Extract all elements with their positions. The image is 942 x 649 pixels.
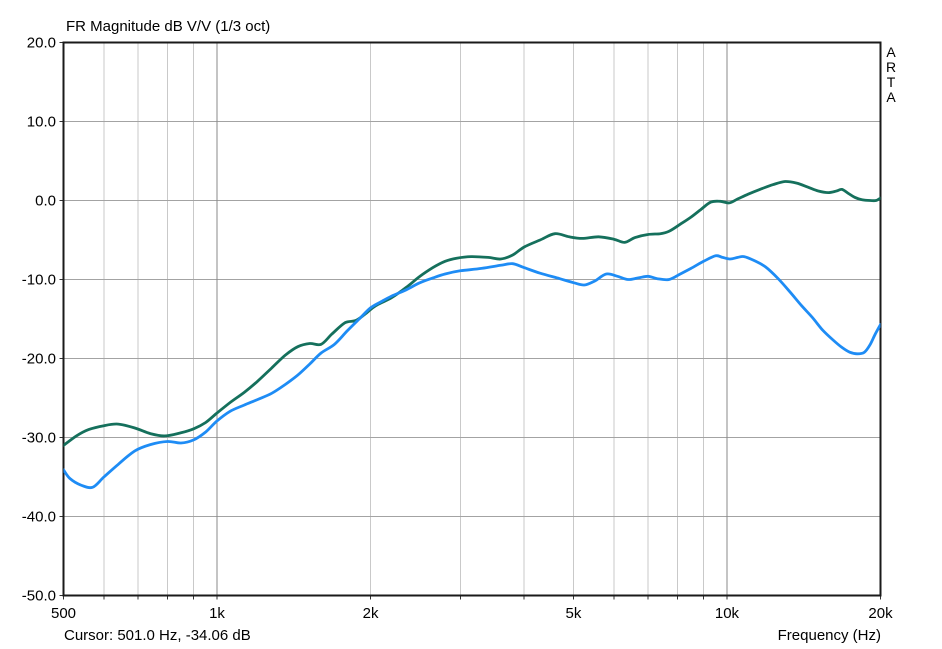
y-tick-label: 0.0	[35, 193, 56, 210]
x-tick-label: 5k	[566, 605, 582, 622]
cursor-readout: Cursor: 501.0 Hz, -34.06 dB	[64, 627, 251, 644]
x-tick-label: 1k	[209, 605, 225, 622]
plot-area[interactable]	[64, 43, 881, 596]
y-tick-label: -20.0	[22, 351, 56, 368]
watermark-letter: A	[886, 44, 896, 60]
watermark-letter: R	[885, 59, 897, 75]
x-tick-label: 500	[51, 605, 76, 622]
fr-trace-blue-path	[63, 254, 881, 490]
y-tick-label: 20.0	[27, 35, 56, 52]
x-tick-label: 2k	[363, 605, 379, 622]
y-tick-label: -50.0	[22, 588, 56, 605]
fr-trace-green-path	[63, 180, 881, 447]
watermark-letter: T	[886, 74, 896, 90]
chart-title: FR Magnitude dB V/V (1/3 oct)	[66, 18, 271, 35]
watermark-letter: A	[886, 89, 896, 105]
x-tick-label: 10k	[715, 605, 740, 622]
y-tick-label: 10.0	[27, 114, 56, 131]
y-tick-label: -30.0	[22, 430, 56, 447]
x-tick-label: 20k	[868, 605, 893, 622]
y-tick-label: -40.0	[22, 509, 56, 526]
plot-border	[62, 41, 882, 597]
y-tick-label: -10.0	[22, 272, 56, 289]
frequency-axis-label: Frequency (Hz)	[777, 627, 881, 644]
